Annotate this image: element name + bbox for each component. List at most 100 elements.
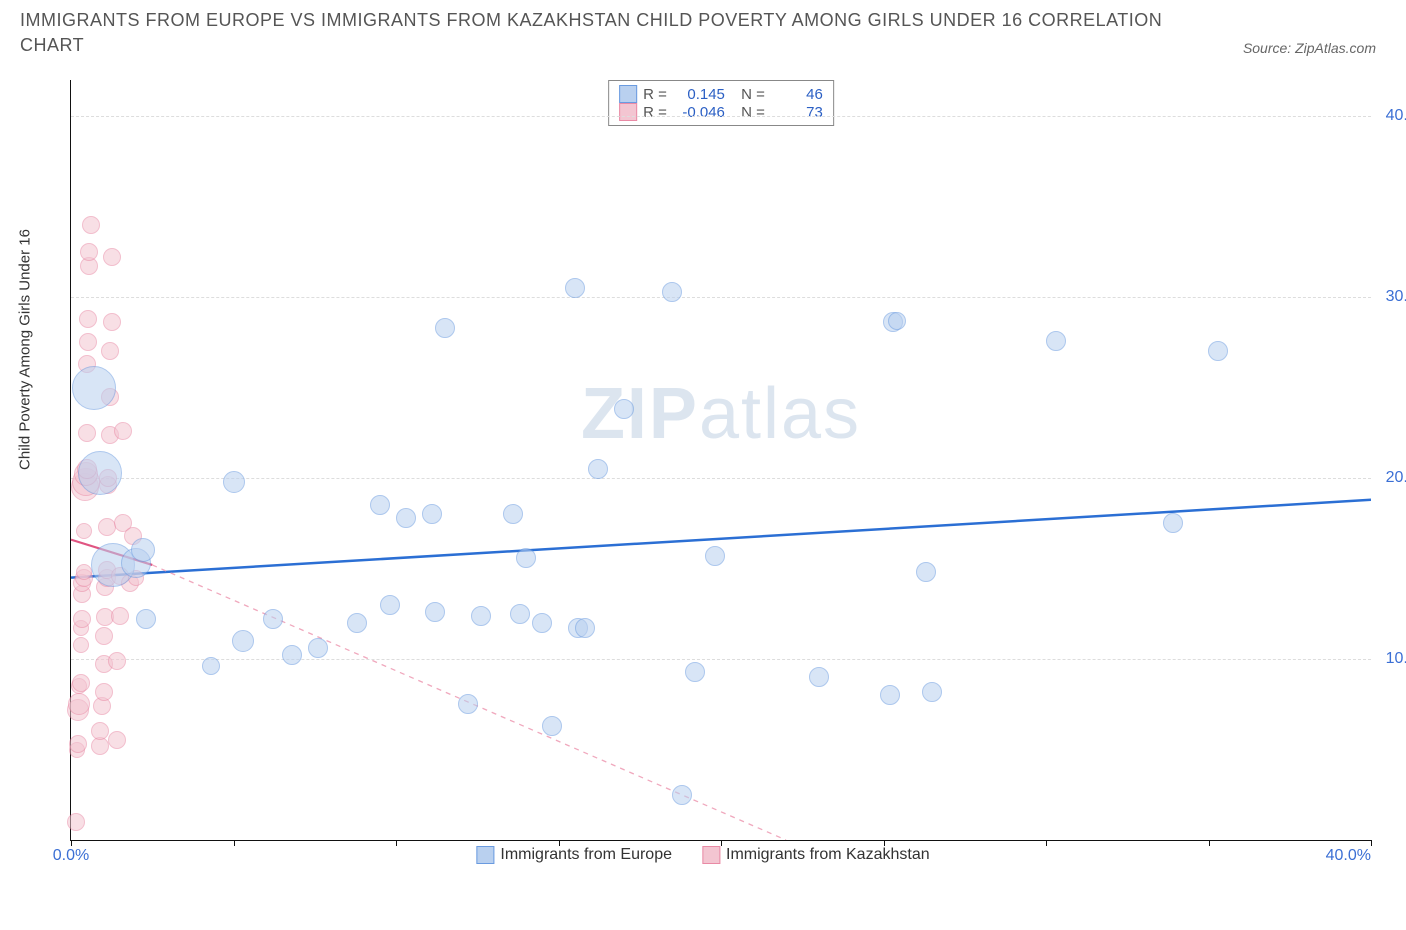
r-value-kazakhstan: -0.046 <box>673 104 725 121</box>
bubble-kazakhstan <box>79 310 97 328</box>
watermark-b: atlas <box>699 374 861 454</box>
bubble-europe <box>425 602 445 622</box>
bubble-europe <box>809 667 829 687</box>
bubble-kazakhstan <box>95 627 113 645</box>
x-tick-mark <box>396 840 397 846</box>
bubble-europe <box>1208 341 1228 361</box>
legend-swatch-kazakhstan <box>702 846 720 864</box>
bubble-europe <box>136 609 156 629</box>
bubble-europe <box>435 318 455 338</box>
chart-container: Child Poverty Among Girls Under 16 ZIPat… <box>20 70 1386 870</box>
bubble-europe <box>880 685 900 705</box>
source-label: Source: ZipAtlas.com <box>1243 40 1386 56</box>
bubble-europe <box>308 638 328 658</box>
bubble-europe <box>542 716 562 736</box>
y-tick-label: 10.0% <box>1376 650 1406 668</box>
trend-lines <box>71 80 1371 840</box>
n-label: N = <box>741 104 765 121</box>
bubble-kazakhstan <box>76 523 92 539</box>
stats-box: R = 0.145 N = 46 R = -0.046 N = 73 <box>608 80 834 126</box>
bubble-europe <box>347 613 367 633</box>
bubble-kazakhstan <box>80 243 98 261</box>
bubble-kazakhstan <box>67 813 85 831</box>
bubble-kazakhstan <box>76 564 92 580</box>
bubble-kazakhstan <box>68 693 90 715</box>
bubble-europe <box>503 504 523 524</box>
gridline-h <box>71 297 1371 298</box>
x-tick-mark <box>1046 840 1047 846</box>
bubble-europe <box>202 657 220 675</box>
x-tick-label: 40.0% <box>1326 847 1371 865</box>
bubble-kazakhstan <box>108 731 126 749</box>
x-tick-label: 0.0% <box>53 847 89 865</box>
bubble-europe <box>614 399 634 419</box>
x-tick-mark <box>1209 840 1210 846</box>
bubble-europe <box>575 618 595 638</box>
bubble-europe <box>705 546 725 566</box>
x-tick-mark <box>1371 840 1372 846</box>
bubble-europe <box>263 609 283 629</box>
bubble-europe <box>131 538 155 562</box>
bubble-kazakhstan <box>103 313 121 331</box>
n-label: N = <box>741 86 765 103</box>
bubble-europe <box>532 613 552 633</box>
legend-swatch-europe <box>476 846 494 864</box>
bubble-europe <box>282 645 302 665</box>
stats-row-europe: R = 0.145 N = 46 <box>619 85 823 103</box>
n-value-kazakhstan: 73 <box>771 104 823 121</box>
y-axis-title: Child Poverty Among Girls Under 16 <box>17 229 34 470</box>
bubble-europe <box>471 606 491 626</box>
bubble-europe <box>685 662 705 682</box>
gridline-h <box>71 478 1371 479</box>
bubble-europe <box>223 471 245 493</box>
legend-label-kazakhstan: Immigrants from Kazakhstan <box>726 846 930 864</box>
bubble-kazakhstan <box>82 216 100 234</box>
bubble-kazakhstan <box>95 683 113 701</box>
gridline-h <box>71 659 1371 660</box>
n-value-europe: 46 <box>771 86 823 103</box>
bubble-europe <box>672 785 692 805</box>
bubble-europe <box>565 278 585 298</box>
legend-item-europe: Immigrants from Europe <box>476 846 672 864</box>
bubble-kazakhstan <box>91 722 109 740</box>
y-tick-label: 40.0% <box>1376 107 1406 125</box>
bubble-europe <box>370 495 390 515</box>
r-label: R = <box>643 104 667 121</box>
bubble-kazakhstan <box>98 518 116 536</box>
bubble-kazakhstan <box>72 674 90 692</box>
bubble-europe <box>510 604 530 624</box>
swatch-europe <box>619 85 637 103</box>
bubble-kazakhstan <box>73 610 91 628</box>
bubble-europe <box>458 694 478 714</box>
bubble-kazakhstan <box>103 248 121 266</box>
bubble-europe <box>72 366 116 410</box>
bubble-kazakhstan <box>73 637 89 653</box>
bubble-kazakhstan <box>108 652 126 670</box>
legend-label-europe: Immigrants from Europe <box>500 846 672 864</box>
r-label: R = <box>643 86 667 103</box>
bottom-legend: Immigrants from Europe Immigrants from K… <box>476 846 929 864</box>
y-tick-label: 20.0% <box>1376 469 1406 487</box>
bubble-europe <box>922 682 942 702</box>
bubble-europe <box>1046 331 1066 351</box>
bubble-europe <box>1163 513 1183 533</box>
bubble-europe <box>422 504 442 524</box>
watermark-a: ZIP <box>581 374 699 454</box>
bubble-kazakhstan <box>114 422 132 440</box>
bubble-europe <box>888 312 906 330</box>
legend-item-kazakhstan: Immigrants from Kazakhstan <box>702 846 930 864</box>
stats-row-kazakhstan: R = -0.046 N = 73 <box>619 103 823 121</box>
bubble-europe <box>662 282 682 302</box>
chart-title-line2: CHART <box>20 35 84 56</box>
x-tick-mark <box>234 840 235 846</box>
bubble-europe <box>588 459 608 479</box>
bubble-europe <box>232 630 254 652</box>
chart-title-line1: IMMIGRANTS FROM EUROPE VS IMMIGRANTS FRO… <box>20 10 1386 31</box>
gridline-h <box>71 116 1371 117</box>
bubble-europe <box>916 562 936 582</box>
bubble-europe <box>516 548 536 568</box>
bubble-europe <box>78 451 122 495</box>
bubble-europe <box>380 595 400 615</box>
r-value-europe: 0.145 <box>673 86 725 103</box>
plot-area: ZIPatlas R = 0.145 N = 46 R = -0.046 N =… <box>70 80 1371 841</box>
